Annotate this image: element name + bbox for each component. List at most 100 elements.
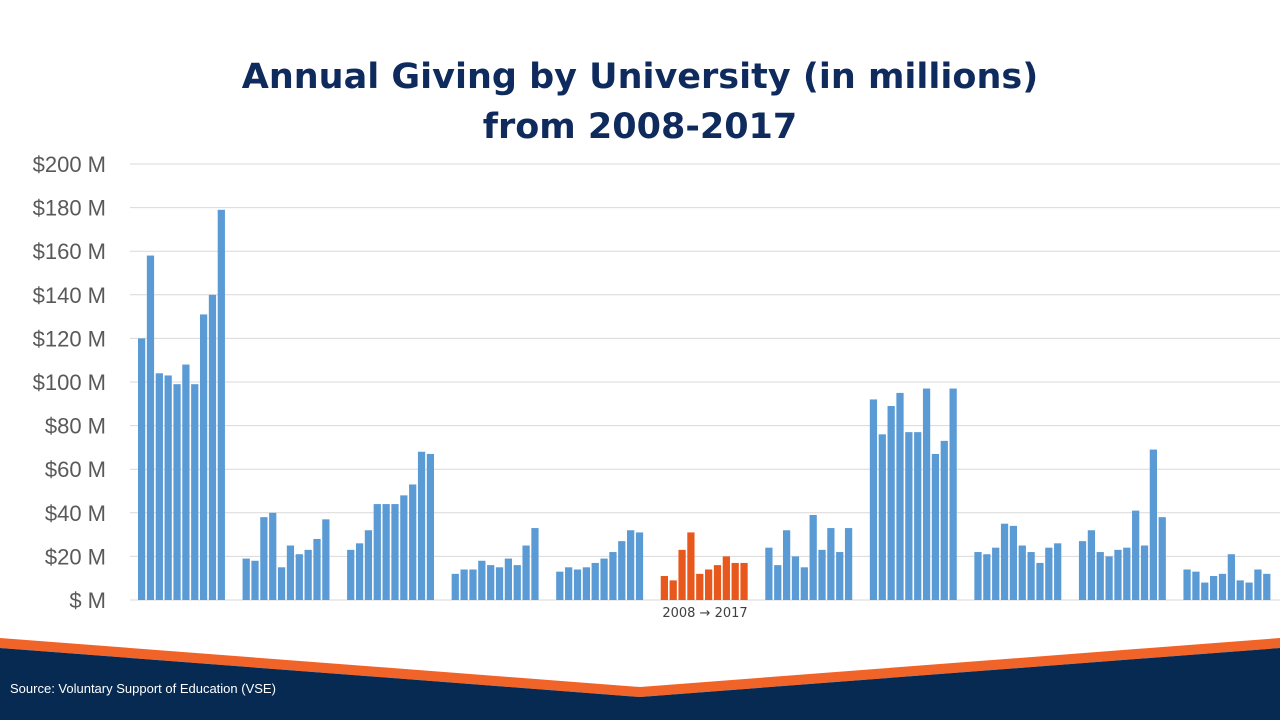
bar — [844, 528, 853, 600]
bar — [1114, 549, 1122, 600]
bar — [1183, 569, 1191, 600]
gridlines — [130, 163, 1280, 601]
bar — [914, 432, 922, 600]
bar — [1009, 525, 1018, 600]
bar — [182, 364, 190, 600]
bar — [809, 514, 817, 600]
bar — [705, 569, 713, 600]
y-tick-label: $120 M — [33, 326, 106, 351]
bar — [949, 388, 957, 600]
y-axis-tick-labels: $ M $20 M $40 M $60 M $80 M $100 M $120 M $140 … — [33, 152, 106, 613]
bar — [1045, 547, 1053, 600]
bar — [138, 338, 146, 600]
bar — [974, 552, 982, 600]
bar — [627, 530, 635, 600]
year-range-label: 2008 → 2017 — [662, 606, 747, 620]
bar — [1036, 562, 1044, 600]
bar — [373, 504, 381, 600]
bar — [660, 576, 668, 600]
bar — [992, 547, 1000, 600]
bar — [531, 528, 539, 600]
bar — [1158, 517, 1166, 600]
y-tick-label: $80 M — [45, 414, 106, 439]
bar — [878, 434, 886, 600]
bars — [138, 209, 1271, 600]
y-tick-label: $140 M — [33, 283, 106, 308]
bar — [1140, 545, 1149, 600]
chart-subtitle-line: from 2008-2017 — [482, 107, 798, 147]
source-note: Source: Voluntary Support of Education (… — [10, 681, 276, 696]
bar — [600, 558, 608, 600]
bar — [731, 562, 739, 600]
bar — [146, 255, 155, 600]
bar — [269, 512, 277, 600]
bar — [896, 392, 904, 600]
bar — [887, 405, 895, 600]
bar — [836, 552, 844, 600]
bar — [713, 565, 722, 600]
bar — [400, 495, 408, 600]
bar — [1218, 573, 1227, 600]
bar — [277, 567, 286, 600]
y-tick-label: $200 M — [33, 152, 106, 177]
bar — [260, 517, 268, 600]
chart-title: Annual Giving by University (in millions… — [0, 52, 1280, 152]
bar — [487, 565, 495, 600]
bar — [155, 373, 163, 600]
bar — [1210, 576, 1218, 600]
bar — [460, 569, 468, 600]
bar — [495, 567, 504, 600]
bar — [931, 453, 940, 600]
bar — [827, 528, 835, 600]
y-tick-label: $ M — [69, 588, 106, 613]
bar — [322, 519, 330, 600]
bar — [1054, 543, 1062, 600]
bar — [869, 399, 878, 600]
bar — [409, 484, 417, 600]
bar — [1263, 573, 1271, 600]
bar — [251, 560, 259, 600]
bar — [800, 567, 808, 600]
bar — [1105, 556, 1113, 600]
bar — [573, 569, 582, 600]
bar — [1078, 541, 1087, 600]
bar — [242, 558, 250, 600]
footer-navy-band — [0, 648, 1280, 720]
bar — [609, 552, 617, 600]
bar-chart: $ M $20 M $40 M $60 M $80 M $100 M $120 M $140 … — [33, 152, 1280, 620]
bar — [469, 569, 477, 600]
bar — [417, 451, 426, 600]
footer-band — [0, 638, 1280, 720]
bar — [678, 549, 686, 600]
bar — [1227, 554, 1235, 600]
bar — [1123, 547, 1131, 600]
bar — [451, 573, 459, 600]
bar — [1087, 530, 1096, 600]
y-tick-label: $60 M — [45, 457, 106, 482]
bar — [1236, 580, 1244, 600]
bar — [391, 504, 399, 600]
bar — [364, 530, 373, 600]
bar — [382, 504, 390, 600]
bar — [582, 567, 590, 600]
bar — [696, 573, 704, 600]
bar — [478, 560, 486, 600]
bar — [818, 549, 826, 600]
bar — [669, 580, 677, 600]
bar — [1018, 545, 1026, 600]
bar — [983, 554, 991, 600]
bar — [782, 530, 791, 600]
bar — [355, 543, 364, 600]
y-tick-label: $20 M — [45, 544, 106, 569]
chart-title-line: Annual Giving by University (in millions… — [241, 57, 1039, 97]
bar — [191, 384, 199, 600]
y-tick-label: $40 M — [45, 501, 106, 526]
bar — [1245, 582, 1253, 600]
bar — [1096, 552, 1104, 600]
bar — [905, 432, 913, 600]
bar — [922, 388, 931, 600]
bar — [286, 545, 295, 600]
bar — [504, 558, 513, 600]
bar — [1149, 449, 1157, 600]
footer-orange-stripe — [0, 638, 1280, 697]
